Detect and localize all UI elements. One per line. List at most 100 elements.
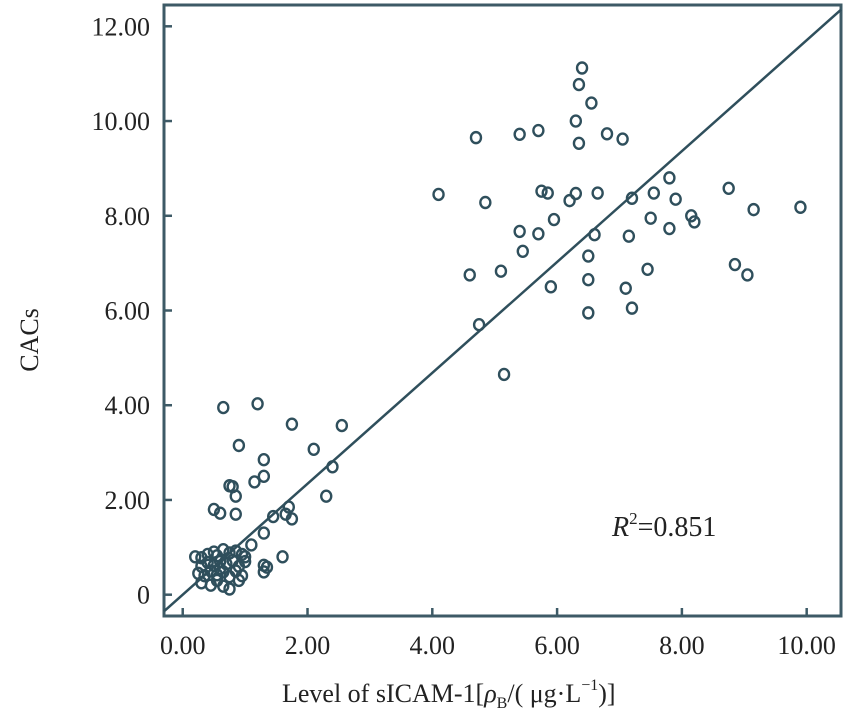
data-point	[741, 268, 754, 282]
x-tick-label: 4.00	[410, 631, 456, 660]
data-point	[663, 171, 676, 185]
data-point	[285, 512, 299, 526]
x-axis-ticks: 0.00 2.00 4.00 6.00 8.00 10.00	[160, 608, 836, 660]
data-point	[582, 273, 595, 287]
r-squared-annotation: R2=0.851	[611, 509, 716, 543]
x-axis-title-close: )]	[598, 679, 615, 708]
y-tick-label: 4.00	[105, 391, 151, 420]
regression-line	[163, 8, 842, 613]
r-squared-exponent: 2	[629, 509, 638, 528]
data-point	[257, 526, 271, 540]
data-point	[494, 264, 508, 278]
data-point	[497, 367, 511, 382]
x-axis-title: Level of sICAM-1[ρB/( μg·L−1)]	[282, 677, 616, 712]
data-point	[213, 506, 227, 520]
data-point	[572, 136, 586, 151]
data-point	[547, 212, 561, 227]
data-point	[213, 561, 227, 576]
x-axis-title-rho-sub: B	[497, 695, 508, 712]
data-point	[217, 400, 230, 415]
data-point	[544, 280, 558, 294]
data-point	[728, 257, 742, 272]
data-point	[688, 215, 701, 229]
data-point	[307, 442, 320, 456]
data-point	[217, 579, 230, 593]
data-point	[541, 186, 554, 200]
data-point	[513, 224, 526, 239]
data-point	[647, 186, 661, 200]
data-point	[516, 244, 529, 258]
y-tick-label: 8.00	[105, 202, 151, 231]
data-point	[622, 229, 636, 243]
data-point	[479, 195, 492, 210]
x-axis-title-unit: /( μg·L	[507, 679, 581, 708]
y-tick-label: 2.00	[105, 486, 151, 515]
y-axis-ticks: 0 2.00 4.00 6.00 8.00 10.00 12.00	[92, 12, 172, 610]
data-point	[641, 262, 654, 276]
r-squared-symbol: R	[611, 512, 629, 543]
data-point	[600, 127, 614, 141]
data-point	[722, 181, 735, 196]
data-point	[591, 186, 604, 200]
r-squared-value: =0.851	[638, 512, 717, 543]
data-point	[669, 192, 682, 206]
data-point	[188, 550, 202, 564]
y-tick-label: 10.00	[92, 107, 151, 136]
data-point	[463, 268, 476, 282]
x-tick-label: 10.00	[777, 631, 836, 660]
data-point	[335, 418, 349, 433]
data-point	[582, 249, 595, 263]
data-point	[582, 306, 595, 320]
data-point	[532, 227, 545, 241]
y-tick-label: 0	[137, 581, 150, 610]
data-point	[266, 509, 280, 524]
y-tick-label: 12.00	[92, 12, 151, 41]
data-point	[625, 301, 639, 315]
data-point	[229, 507, 242, 521]
data-point	[276, 550, 289, 564]
data-point	[217, 542, 230, 557]
x-tick-label: 8.00	[659, 631, 705, 660]
x-axis-title-rho: ρ	[483, 679, 496, 708]
data-point	[575, 61, 589, 75]
data-point	[320, 489, 333, 503]
x-tick-label: 0.00	[160, 631, 206, 660]
data-point	[619, 281, 632, 295]
data-point	[469, 130, 483, 145]
x-tick-label: 2.00	[285, 631, 331, 660]
data-point	[572, 77, 586, 92]
data-point	[238, 550, 252, 564]
data-point	[207, 502, 221, 517]
data-point	[257, 452, 271, 467]
data-point	[747, 202, 760, 217]
data-point	[248, 475, 261, 489]
data-point	[585, 96, 598, 110]
data-point	[563, 193, 576, 208]
data-point	[616, 132, 629, 146]
data-point	[238, 554, 252, 569]
data-point	[569, 186, 583, 201]
data-point	[535, 184, 548, 198]
data-point	[285, 417, 299, 431]
x-tick-label: 6.00	[534, 631, 580, 660]
data-point	[251, 397, 264, 411]
data-point	[257, 565, 271, 579]
data-point	[663, 221, 676, 236]
data-point	[229, 489, 242, 503]
data-point	[513, 127, 526, 142]
data-point	[257, 469, 271, 483]
x-axis-title-sup: −1	[581, 677, 598, 694]
y-axis-title: CACs	[15, 308, 44, 372]
data-point	[245, 538, 258, 552]
data-point	[232, 438, 246, 453]
data-point	[644, 211, 657, 225]
data-point	[569, 114, 583, 128]
y-tick-label: 6.00	[105, 297, 151, 326]
data-point	[794, 200, 807, 214]
data-point	[223, 582, 236, 596]
x-axis-title-main: Level of sICAM-1[	[282, 679, 484, 708]
data-point	[432, 187, 445, 202]
data-point	[532, 123, 545, 138]
data-point	[232, 573, 246, 588]
